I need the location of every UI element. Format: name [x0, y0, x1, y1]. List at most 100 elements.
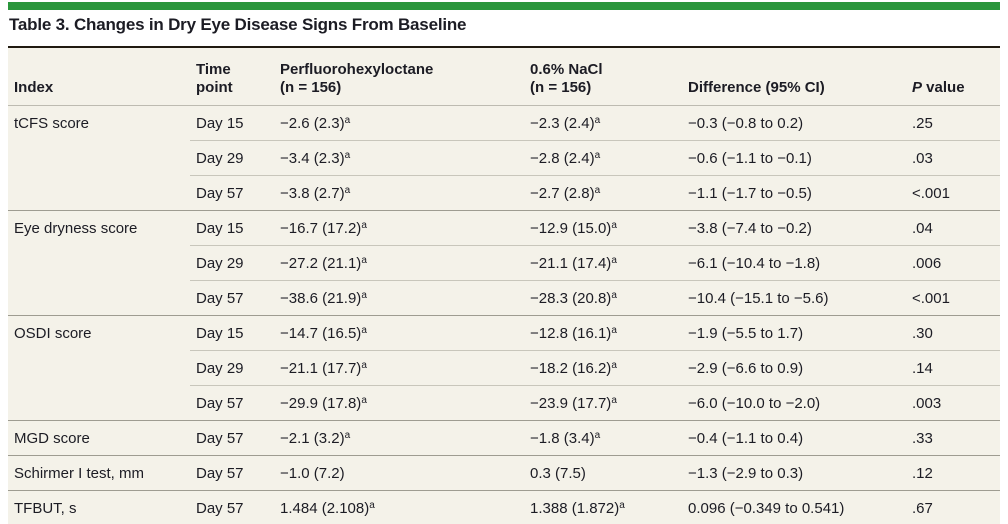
pfho-cell: 1.484 (2.108)a	[274, 490, 524, 524]
time-cell: Day 29	[190, 350, 274, 386]
p-value-cell: .33	[906, 420, 1000, 456]
footnote-marker: a	[611, 289, 617, 301]
index-cell	[8, 351, 190, 386]
table-row: Day 29 −3.4 (2.3)a −2.8 (2.4)a −0.6 (−1.…	[8, 140, 1000, 176]
footnote-marker: a	[344, 184, 351, 196]
table-row: Day 57 −38.6 (21.9)a −28.3 (20.8)a −10.4…	[8, 280, 1000, 316]
pfho-cell: −1.0 (7.2)	[274, 455, 524, 491]
difference-cell: −1.3 (−2.9 to 0.3)	[682, 455, 906, 491]
index-cell: Eye dryness score	[8, 210, 190, 246]
sample-size: (n = 156)	[530, 79, 592, 97]
pfho-cell: −38.6 (21.9)a	[274, 280, 524, 316]
column-header-nacl: 0.6% NaCl (n = 156)	[524, 48, 682, 106]
footnote-marker: a	[344, 114, 351, 126]
footnote-marker: a	[619, 499, 625, 511]
footnote-marker: a	[361, 324, 367, 336]
column-header-difference: Difference (95% CI)	[682, 48, 906, 106]
footnote-marker: a	[361, 359, 367, 371]
pfho-cell: −16.7 (17.2)a	[274, 210, 524, 246]
nacl-cell: −2.7 (2.8)a	[524, 175, 682, 211]
header-row: Index Time point Perfluorohexyloctane (n…	[8, 48, 1000, 106]
accent-bar	[8, 2, 1000, 10]
table-row: Day 29 −21.1 (17.7)a −18.2 (16.2)a −2.9 …	[8, 350, 1000, 386]
sample-size: (n = 156)	[280, 79, 342, 97]
difference-cell: −1.9 (−5.5 to 1.7)	[682, 315, 906, 351]
index-cell: TFBUT, s	[8, 490, 190, 524]
time-cell: Day 57	[190, 175, 274, 211]
p-value-cell: .14	[906, 350, 1000, 386]
difference-cell: −0.4 (−1.1 to 0.4)	[682, 420, 906, 456]
difference-cell: −2.9 (−6.6 to 0.9)	[682, 350, 906, 386]
pfho-cell: −3.8 (2.7)a	[274, 175, 524, 211]
nacl-cell: 0.3 (7.5)	[524, 455, 682, 491]
footnote-marker: a	[594, 149, 601, 161]
time-cell: Day 57	[190, 420, 274, 456]
nacl-cell: −28.3 (20.8)a	[524, 280, 682, 316]
column-header-time-point: Time point	[190, 48, 274, 106]
difference-cell: 0.096 (−0.349 to 0.541)	[682, 490, 906, 524]
index-cell	[8, 141, 190, 176]
drug-name: Perfluorohexyloctane	[280, 60, 434, 78]
p-value-cell: .04	[906, 210, 1000, 246]
index-cell	[8, 176, 190, 211]
p-value-cell: .03	[906, 140, 1000, 176]
table-row: OSDI score Day 15 −14.7 (16.5)a −12.8 (1…	[8, 315, 1000, 351]
difference-cell: −6.0 (−10.0 to −2.0)	[682, 385, 906, 421]
table-row: Schirmer I test, mm Day 57 −1.0 (7.2) 0.…	[8, 455, 1000, 491]
nacl-cell: −21.1 (17.4)a	[524, 245, 682, 281]
index-cell	[8, 246, 190, 281]
difference-cell: −3.8 (−7.4 to −0.2)	[682, 210, 906, 246]
nacl-cell: −2.8 (2.4)a	[524, 140, 682, 176]
p-symbol: P	[912, 79, 923, 97]
difference-cell: −10.4 (−15.1 to −5.6)	[682, 280, 906, 316]
footnote-marker: a	[361, 219, 367, 231]
time-cell: Day 29	[190, 140, 274, 176]
p-value-cell: <.001	[906, 175, 1000, 211]
p-value-cell: <.001	[906, 280, 1000, 316]
table-row: Day 29 −27.2 (21.1)a −21.1 (17.4)a −6.1 …	[8, 245, 1000, 281]
footnote-marker: a	[344, 429, 351, 441]
difference-cell: −1.1 (−1.7 to −0.5)	[682, 175, 906, 211]
p-value-cell: .25	[912, 114, 933, 132]
nacl-cell: 1.388 (1.872)a	[524, 490, 682, 524]
pfho-cell: −2.6 (2.3)a	[280, 114, 351, 132]
index-cell: MGD score	[8, 420, 190, 456]
table-row: MGD score Day 57 −2.1 (3.2)a −1.8 (3.4)a…	[8, 420, 1000, 456]
nacl-cell: −1.8 (3.4)a	[524, 420, 682, 456]
table-row: Day 57 −29.9 (17.8)a −23.9 (17.7)a −6.0 …	[8, 385, 1000, 421]
pfho-cell: −14.7 (16.5)a	[274, 315, 524, 351]
footnote-marker: a	[361, 289, 367, 301]
p-value-cell: .006	[906, 245, 1000, 281]
footnote-marker: a	[344, 149, 351, 161]
footnote-marker: a	[594, 429, 601, 441]
column-header-index: Index	[8, 48, 190, 106]
column-header-perfluorohexyloctane: Perfluorohexyloctane (n = 156)	[274, 48, 524, 106]
drug-name: 0.6% NaCl	[530, 60, 603, 78]
title-rule	[8, 46, 1000, 48]
p-value-word: value	[922, 79, 965, 97]
pfho-cell: −2.1 (3.2)a	[274, 420, 524, 456]
nacl-cell: −18.2 (16.2)a	[524, 350, 682, 386]
p-value-cell: .30	[906, 315, 1000, 351]
difference-cell: −0.3 (−0.8 to 0.2)	[688, 114, 804, 132]
column-header-p-value: P value	[906, 48, 1000, 106]
time-cell: Day 57	[190, 385, 274, 421]
time-cell: Day 15	[190, 210, 274, 246]
footnote-marker: a	[611, 394, 617, 406]
footnote-marker: a	[611, 254, 617, 266]
table-body: tCFS score Day 15 −2.6 (2.3)a −2.3 (2.4)…	[8, 106, 1000, 524]
footnote-marker: a	[594, 184, 601, 196]
difference-cell: −6.1 (−10.4 to −1.8)	[682, 245, 906, 281]
pfho-cell: −29.9 (17.8)a	[274, 385, 524, 421]
index-cell: OSDI score	[8, 315, 190, 351]
table-row: Eye dryness score Day 15 −16.7 (17.2)a −…	[8, 210, 1000, 246]
pfho-cell: −27.2 (21.1)a	[274, 245, 524, 281]
table-header: Index Time point Perfluorohexyloctane (n…	[8, 48, 1000, 106]
pfho-cell: −21.1 (17.7)a	[274, 350, 524, 386]
nacl-cell: −23.9 (17.7)a	[524, 385, 682, 421]
footnote-marker: a	[361, 394, 367, 406]
table-row: tCFS score Day 15 −2.6 (2.3)a −2.3 (2.4)…	[8, 106, 1000, 141]
time-cell: Day 57	[190, 280, 274, 316]
time-cell: Day 57	[190, 490, 274, 524]
